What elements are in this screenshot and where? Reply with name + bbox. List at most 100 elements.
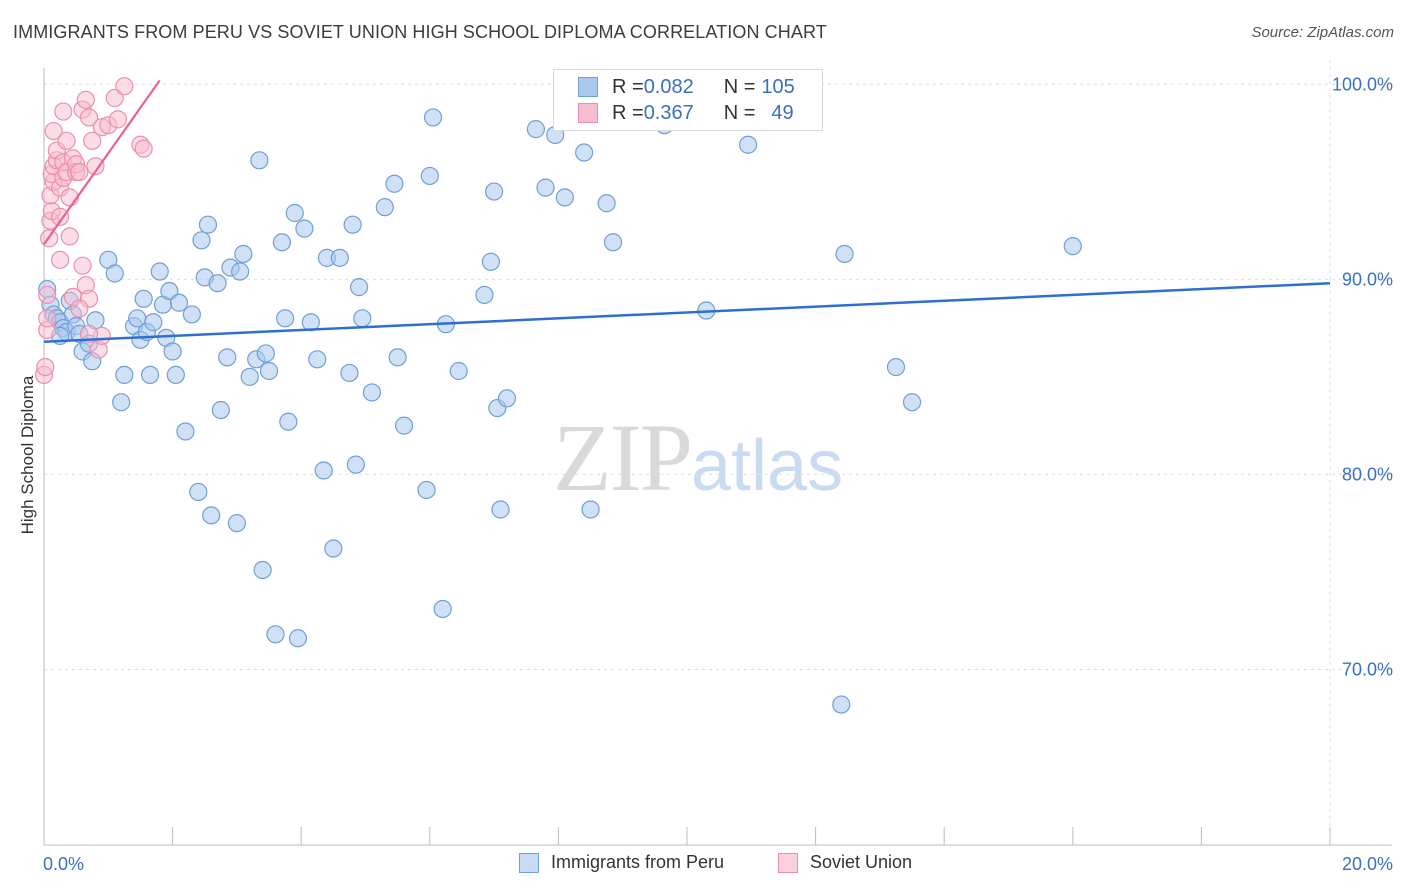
point-soviet xyxy=(57,131,76,150)
point-peru xyxy=(832,695,851,714)
point-peru xyxy=(234,244,253,264)
point-peru xyxy=(388,348,407,367)
point-peru xyxy=(449,361,468,381)
source-credit: Source: ZipAtlas.com xyxy=(1251,24,1394,41)
point-peru xyxy=(288,629,308,648)
legend-row-soviet: R = 0.367 N = 49 xyxy=(578,100,794,126)
legend-label-peru: Immigrants from Peru xyxy=(551,852,725,872)
y-tick-label: 70.0% xyxy=(1342,659,1393,679)
trend-lines xyxy=(43,79,1331,343)
point-soviet xyxy=(83,131,102,150)
y-tick-label: 90.0% xyxy=(1342,269,1393,289)
point-peru xyxy=(208,274,227,293)
point-peru xyxy=(285,203,304,223)
tick-labels: 70.0% 80.0% 90.0% 100.0% 0.0% 20.0% xyxy=(43,74,1393,874)
trend-line-peru xyxy=(43,281,1331,343)
watermark-atlas: atlas xyxy=(691,426,844,506)
point-peru xyxy=(266,625,285,644)
point-soviet xyxy=(38,309,57,328)
legend-n-value: 49 xyxy=(771,101,794,124)
point-peru xyxy=(134,289,153,308)
point-peru xyxy=(349,278,369,297)
point-peru xyxy=(166,365,185,385)
point-peru xyxy=(314,461,333,480)
series-soviet-points xyxy=(34,77,153,385)
point-peru xyxy=(259,361,279,381)
point-soviet xyxy=(70,299,89,318)
point-peru xyxy=(902,393,922,412)
x-tick-label: 0.0% xyxy=(43,854,84,874)
legend-swatch-soviet xyxy=(578,103,598,123)
point-soviet xyxy=(54,102,73,121)
legend-n-key: N = xyxy=(723,75,756,98)
point-peru xyxy=(497,389,517,408)
point-peru xyxy=(144,313,163,332)
series-legend: Immigrants from Peru Soviet Union xyxy=(0,852,1406,878)
legend-item-peru: Immigrants from Peru xyxy=(519,852,724,873)
point-soviet xyxy=(73,256,92,275)
point-peru xyxy=(189,482,208,502)
point-peru xyxy=(575,143,594,162)
watermark: ZIPatlas xyxy=(553,402,843,513)
legend-r-key: R = xyxy=(612,75,644,98)
point-soviet xyxy=(44,121,63,141)
point-soviet xyxy=(105,88,124,108)
grid-lines xyxy=(44,60,1390,845)
legend-n-value: 105 xyxy=(761,75,795,98)
point-peru xyxy=(581,500,600,519)
point-peru xyxy=(182,305,201,324)
legend-label-soviet: Soviet Union xyxy=(810,852,913,872)
point-peru xyxy=(485,182,504,201)
point-soviet xyxy=(79,108,99,127)
point-peru xyxy=(835,244,854,264)
point-peru xyxy=(218,348,237,367)
point-peru xyxy=(353,309,372,328)
point-peru xyxy=(886,357,906,377)
point-peru xyxy=(597,194,616,213)
point-peru xyxy=(330,248,349,267)
point-peru xyxy=(526,120,545,139)
point-soviet xyxy=(86,157,105,176)
point-soviet xyxy=(50,250,70,269)
point-peru xyxy=(231,262,250,281)
x-tick-label: 20.0% xyxy=(1342,854,1393,874)
point-peru xyxy=(420,166,439,186)
legend-item-soviet: Soviet Union xyxy=(778,852,912,873)
legend-r-value: 0.082 xyxy=(643,75,694,98)
point-soviet xyxy=(70,162,89,182)
point-soviet xyxy=(50,207,70,227)
series-peru-points xyxy=(38,108,1082,714)
point-soviet xyxy=(60,188,79,207)
point-peru xyxy=(308,350,327,369)
point-peru xyxy=(1063,237,1082,256)
point-peru xyxy=(169,293,189,312)
point-peru xyxy=(738,135,758,154)
point-soviet xyxy=(60,227,79,246)
point-peru xyxy=(394,416,414,435)
trend-line-soviet xyxy=(43,79,161,245)
legend-swatch-peru xyxy=(519,852,539,873)
point-soviet xyxy=(79,324,99,344)
point-peru xyxy=(192,231,211,250)
point-peru xyxy=(433,599,452,619)
legend-swatch-soviet xyxy=(778,852,798,873)
point-peru xyxy=(385,174,404,193)
point-peru xyxy=(256,344,275,363)
chart-title: IMMIGRANTS FROM PERU VS SOVIET UNION HIG… xyxy=(13,22,827,42)
point-peru xyxy=(346,455,365,474)
point-peru xyxy=(150,262,169,281)
point-peru xyxy=(603,233,623,252)
point-peru xyxy=(340,363,359,383)
stats-legend: R = 0.082 N = 105 R = 0.367 N = 49 xyxy=(553,69,823,131)
point-peru xyxy=(362,383,382,402)
point-soviet xyxy=(76,90,95,109)
legend-n-key: N = xyxy=(723,101,756,124)
point-peru xyxy=(253,560,272,580)
y-axis-label: High School Diploma xyxy=(18,375,37,535)
point-peru xyxy=(140,365,160,385)
point-soviet xyxy=(36,357,55,377)
point-peru xyxy=(417,480,436,500)
y-tick-label: 80.0% xyxy=(1342,464,1393,484)
point-peru xyxy=(160,281,179,301)
